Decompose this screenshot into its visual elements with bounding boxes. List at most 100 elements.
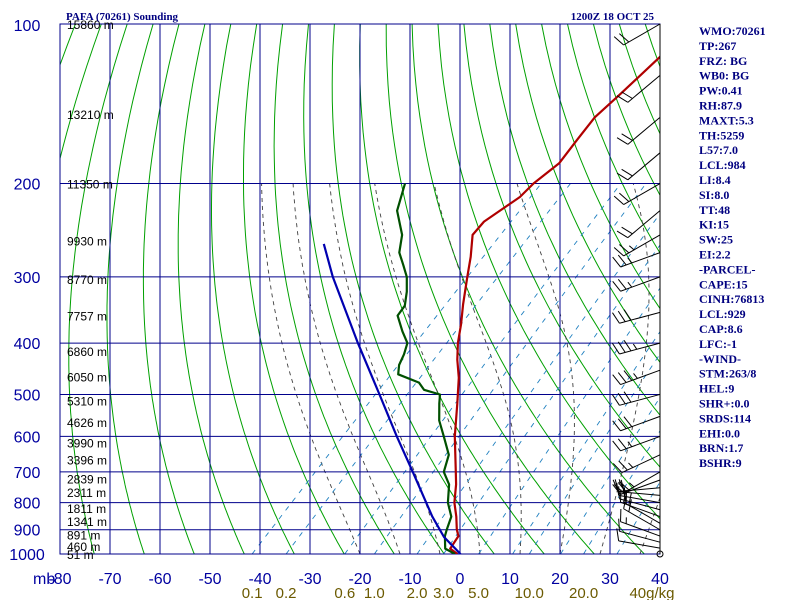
moist-adiabat — [329, 183, 441, 554]
chart-title: PAFA (70261) Sounding — [66, 11, 179, 23]
index-cinh: CINH:76813 — [699, 292, 764, 306]
barb-staff — [620, 415, 661, 432]
index-ei: EI:2.2 — [699, 248, 731, 262]
wind-barbs — [612, 23, 664, 558]
height-label: 6050 m — [67, 370, 107, 384]
dry-adiabat — [385, 24, 595, 554]
barb-staff — [618, 540, 661, 549]
index-wb0: WB0: BG — [699, 69, 749, 83]
mixing-ratio-label: 10.0 — [515, 585, 544, 600]
barb-feather — [617, 254, 627, 266]
index-th: TH:5259 — [699, 128, 744, 142]
mixing-ratio-label: 2.0 — [407, 585, 428, 600]
barb-feather — [616, 172, 629, 181]
height-label: 3396 m — [67, 453, 107, 467]
wind-barb — [616, 74, 661, 103]
index-cap: CAP:8.6 — [699, 322, 743, 336]
index-cape: CAPE:15 — [699, 277, 748, 291]
wind-barb — [612, 391, 661, 406]
wind-barb — [620, 509, 661, 537]
wind-barb — [618, 518, 661, 543]
barb-feather — [616, 528, 620, 541]
grid — [59, 23, 661, 555]
mixing-ratio-line — [560, 396, 660, 554]
dry-adiabat — [106, 24, 154, 554]
index-wind: -WIND- — [699, 352, 741, 366]
height-label: 51 m — [67, 548, 94, 562]
wind-barb — [613, 234, 661, 257]
height-label: 6860 m — [67, 345, 107, 359]
temperature-tick-label: -30 — [298, 571, 321, 588]
index-parcel: -PARCEL- — [699, 262, 755, 276]
wind-barb — [612, 276, 661, 292]
barb-half-feather — [627, 441, 633, 447]
barb-feather — [617, 310, 626, 322]
dry-adiabat — [775, 24, 800, 565]
wind-barb — [612, 454, 661, 474]
barb-staff — [620, 252, 661, 268]
dry-adiabat — [303, 24, 445, 554]
mixing-ratio-label: 3.0 — [433, 585, 454, 600]
index-bshr: BSHR:9 — [699, 456, 742, 470]
temperature-tick-label: 30 — [601, 571, 619, 588]
barb-staff — [623, 508, 661, 531]
barb-feather — [612, 394, 620, 406]
index-frz: FRZ: BG — [699, 54, 747, 68]
temperature-tick-label: -10 — [398, 571, 421, 588]
height-label: 15860 m — [67, 18, 114, 32]
barb-feather — [613, 484, 624, 494]
barb-feather — [617, 438, 627, 450]
barb-half-feather — [633, 373, 638, 379]
index-tt: TT:48 — [699, 203, 730, 217]
index-lcl: LCL:929 — [699, 307, 746, 321]
barb-staff — [627, 210, 661, 239]
barb-staff — [620, 479, 661, 495]
barb-staff — [619, 393, 661, 406]
index-rh: RH:87.9 — [699, 99, 742, 113]
barb-feather — [617, 372, 627, 383]
dry-adiabat — [331, 24, 495, 554]
temperature-tick-label: 0 — [456, 571, 465, 588]
temperature-tick-label: -70 — [98, 571, 121, 588]
mixing-ratio-unit: 40g/kg — [629, 585, 674, 600]
barb-feather — [619, 192, 630, 202]
parcel-line — [322, 243, 462, 554]
barb-feather — [617, 278, 627, 290]
height-label: 1341 m — [67, 515, 107, 529]
pressure-tick-label: 600 — [14, 429, 41, 446]
index-tp: TP:267 — [699, 39, 736, 53]
barb-feather — [616, 230, 629, 239]
barb-half-feather — [628, 245, 635, 251]
barb-feather — [612, 420, 621, 432]
moist-adiabat — [639, 496, 660, 554]
barb-half-feather — [632, 343, 638, 350]
dry-adiabat — [567, 24, 660, 254]
temperature-tick-label: -20 — [348, 571, 371, 588]
pressure-tick-label: 700 — [14, 465, 41, 482]
barb-feather — [617, 482, 627, 493]
mixing-ratio-line — [251, 183, 542, 554]
temperature-tick-label: -50 — [198, 571, 221, 588]
wind-barb — [616, 152, 661, 181]
index-ehi: EHI:0.0 — [699, 426, 740, 440]
height-label: 5310 m — [67, 394, 107, 408]
index-wmo: WMO:70261 — [699, 24, 766, 38]
pressure-unit-label: mb — [33, 571, 55, 588]
height-label: 4626 m — [67, 416, 107, 430]
height-label: 2311 m — [67, 486, 106, 500]
moist-adiabat — [261, 183, 361, 554]
index-hel: HEL:9 — [699, 382, 734, 396]
temperature-tick-label: 40 — [651, 571, 669, 588]
height-label: 3990 m — [67, 436, 107, 450]
barb-feather — [623, 416, 633, 427]
barb-feather — [623, 309, 632, 321]
barb-feather — [612, 281, 621, 292]
index-ki: KI:15 — [699, 218, 729, 232]
mixing-ratio-line — [583, 429, 660, 554]
barb-feather — [612, 484, 621, 495]
temperature-tick-label: -60 — [148, 571, 171, 588]
barb-staff — [627, 116, 661, 145]
dry-adiabat — [273, 24, 395, 554]
barb-staff — [623, 183, 661, 205]
